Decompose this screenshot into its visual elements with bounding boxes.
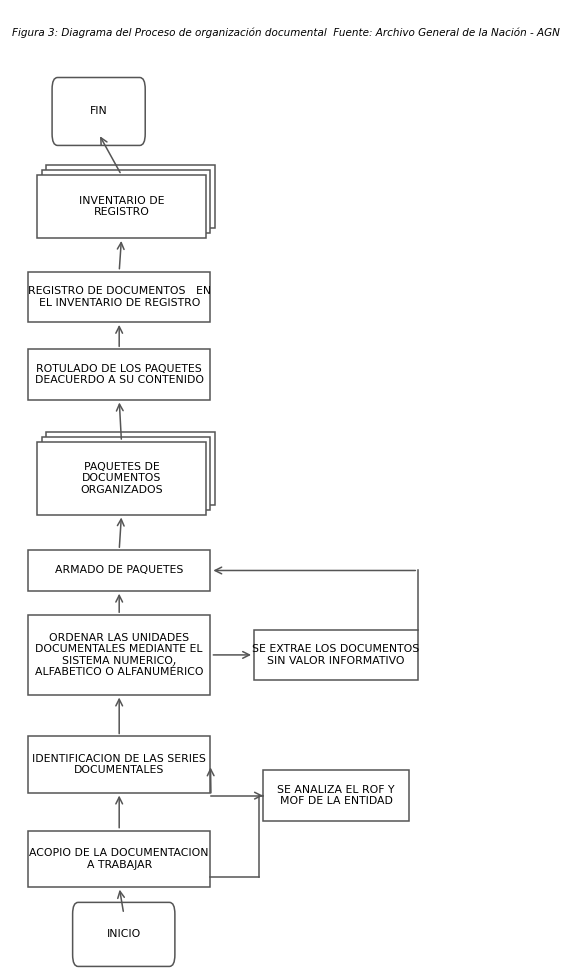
Bar bbox=[254, 630, 418, 680]
Bar bbox=[28, 349, 211, 400]
Bar bbox=[37, 175, 206, 238]
FancyBboxPatch shape bbox=[52, 77, 145, 145]
Bar bbox=[28, 831, 211, 887]
Bar bbox=[41, 170, 211, 233]
Text: ROTULADO DE LOS PAQUETES
DEACUERDO A SU CONTENIDO: ROTULADO DE LOS PAQUETES DEACUERDO A SU … bbox=[34, 364, 204, 386]
FancyBboxPatch shape bbox=[73, 903, 175, 966]
Text: ACOPIO DE LA DOCUMENTACION
A TRABAJAR: ACOPIO DE LA DOCUMENTACION A TRABAJAR bbox=[29, 848, 209, 870]
Bar bbox=[28, 550, 211, 590]
Bar bbox=[41, 437, 211, 509]
Text: Figura 3: Diagrama del Proceso de organización documental  Fuente: Archivo Gener: Figura 3: Diagrama del Proceso de organi… bbox=[12, 27, 560, 37]
Text: ARMADO DE PAQUETES: ARMADO DE PAQUETES bbox=[55, 565, 183, 576]
Text: IDENTIFICACION DE LAS SERIES
DOCUMENTALES: IDENTIFICACION DE LAS SERIES DOCUMENTALE… bbox=[32, 753, 206, 775]
Text: REGISTRO DE DOCUMENTOS   EN
EL INVENTARIO DE REGISTRO: REGISTRO DE DOCUMENTOS EN EL INVENTARIO … bbox=[28, 286, 211, 307]
Text: INVENTARIO DE
REGISTRO: INVENTARIO DE REGISTRO bbox=[79, 196, 164, 218]
Text: SE EXTRAE LOS DOCUMENTOS
SIN VALOR INFORMATIVO: SE EXTRAE LOS DOCUMENTOS SIN VALOR INFOR… bbox=[253, 644, 420, 666]
Text: INICIO: INICIO bbox=[107, 929, 141, 940]
Bar bbox=[28, 271, 211, 322]
Text: PAQUETES DE
DOCUMENTOS
ORGANIZADOS: PAQUETES DE DOCUMENTOS ORGANIZADOS bbox=[80, 462, 163, 495]
Bar bbox=[46, 165, 215, 228]
Bar bbox=[46, 432, 215, 505]
Bar bbox=[263, 770, 409, 821]
Text: FIN: FIN bbox=[90, 106, 107, 116]
Bar bbox=[28, 615, 211, 695]
Bar bbox=[37, 442, 206, 514]
Bar bbox=[28, 737, 211, 793]
Text: ORDENAR LAS UNIDADES
DOCUMENTALES MEDIANTE EL
SISTEMA NUMERICO,
ALFABETICO O ALF: ORDENAR LAS UNIDADES DOCUMENTALES MEDIAN… bbox=[35, 632, 203, 677]
Text: SE ANALIZA EL ROF Y
MOF DE LA ENTIDAD: SE ANALIZA EL ROF Y MOF DE LA ENTIDAD bbox=[277, 785, 395, 806]
